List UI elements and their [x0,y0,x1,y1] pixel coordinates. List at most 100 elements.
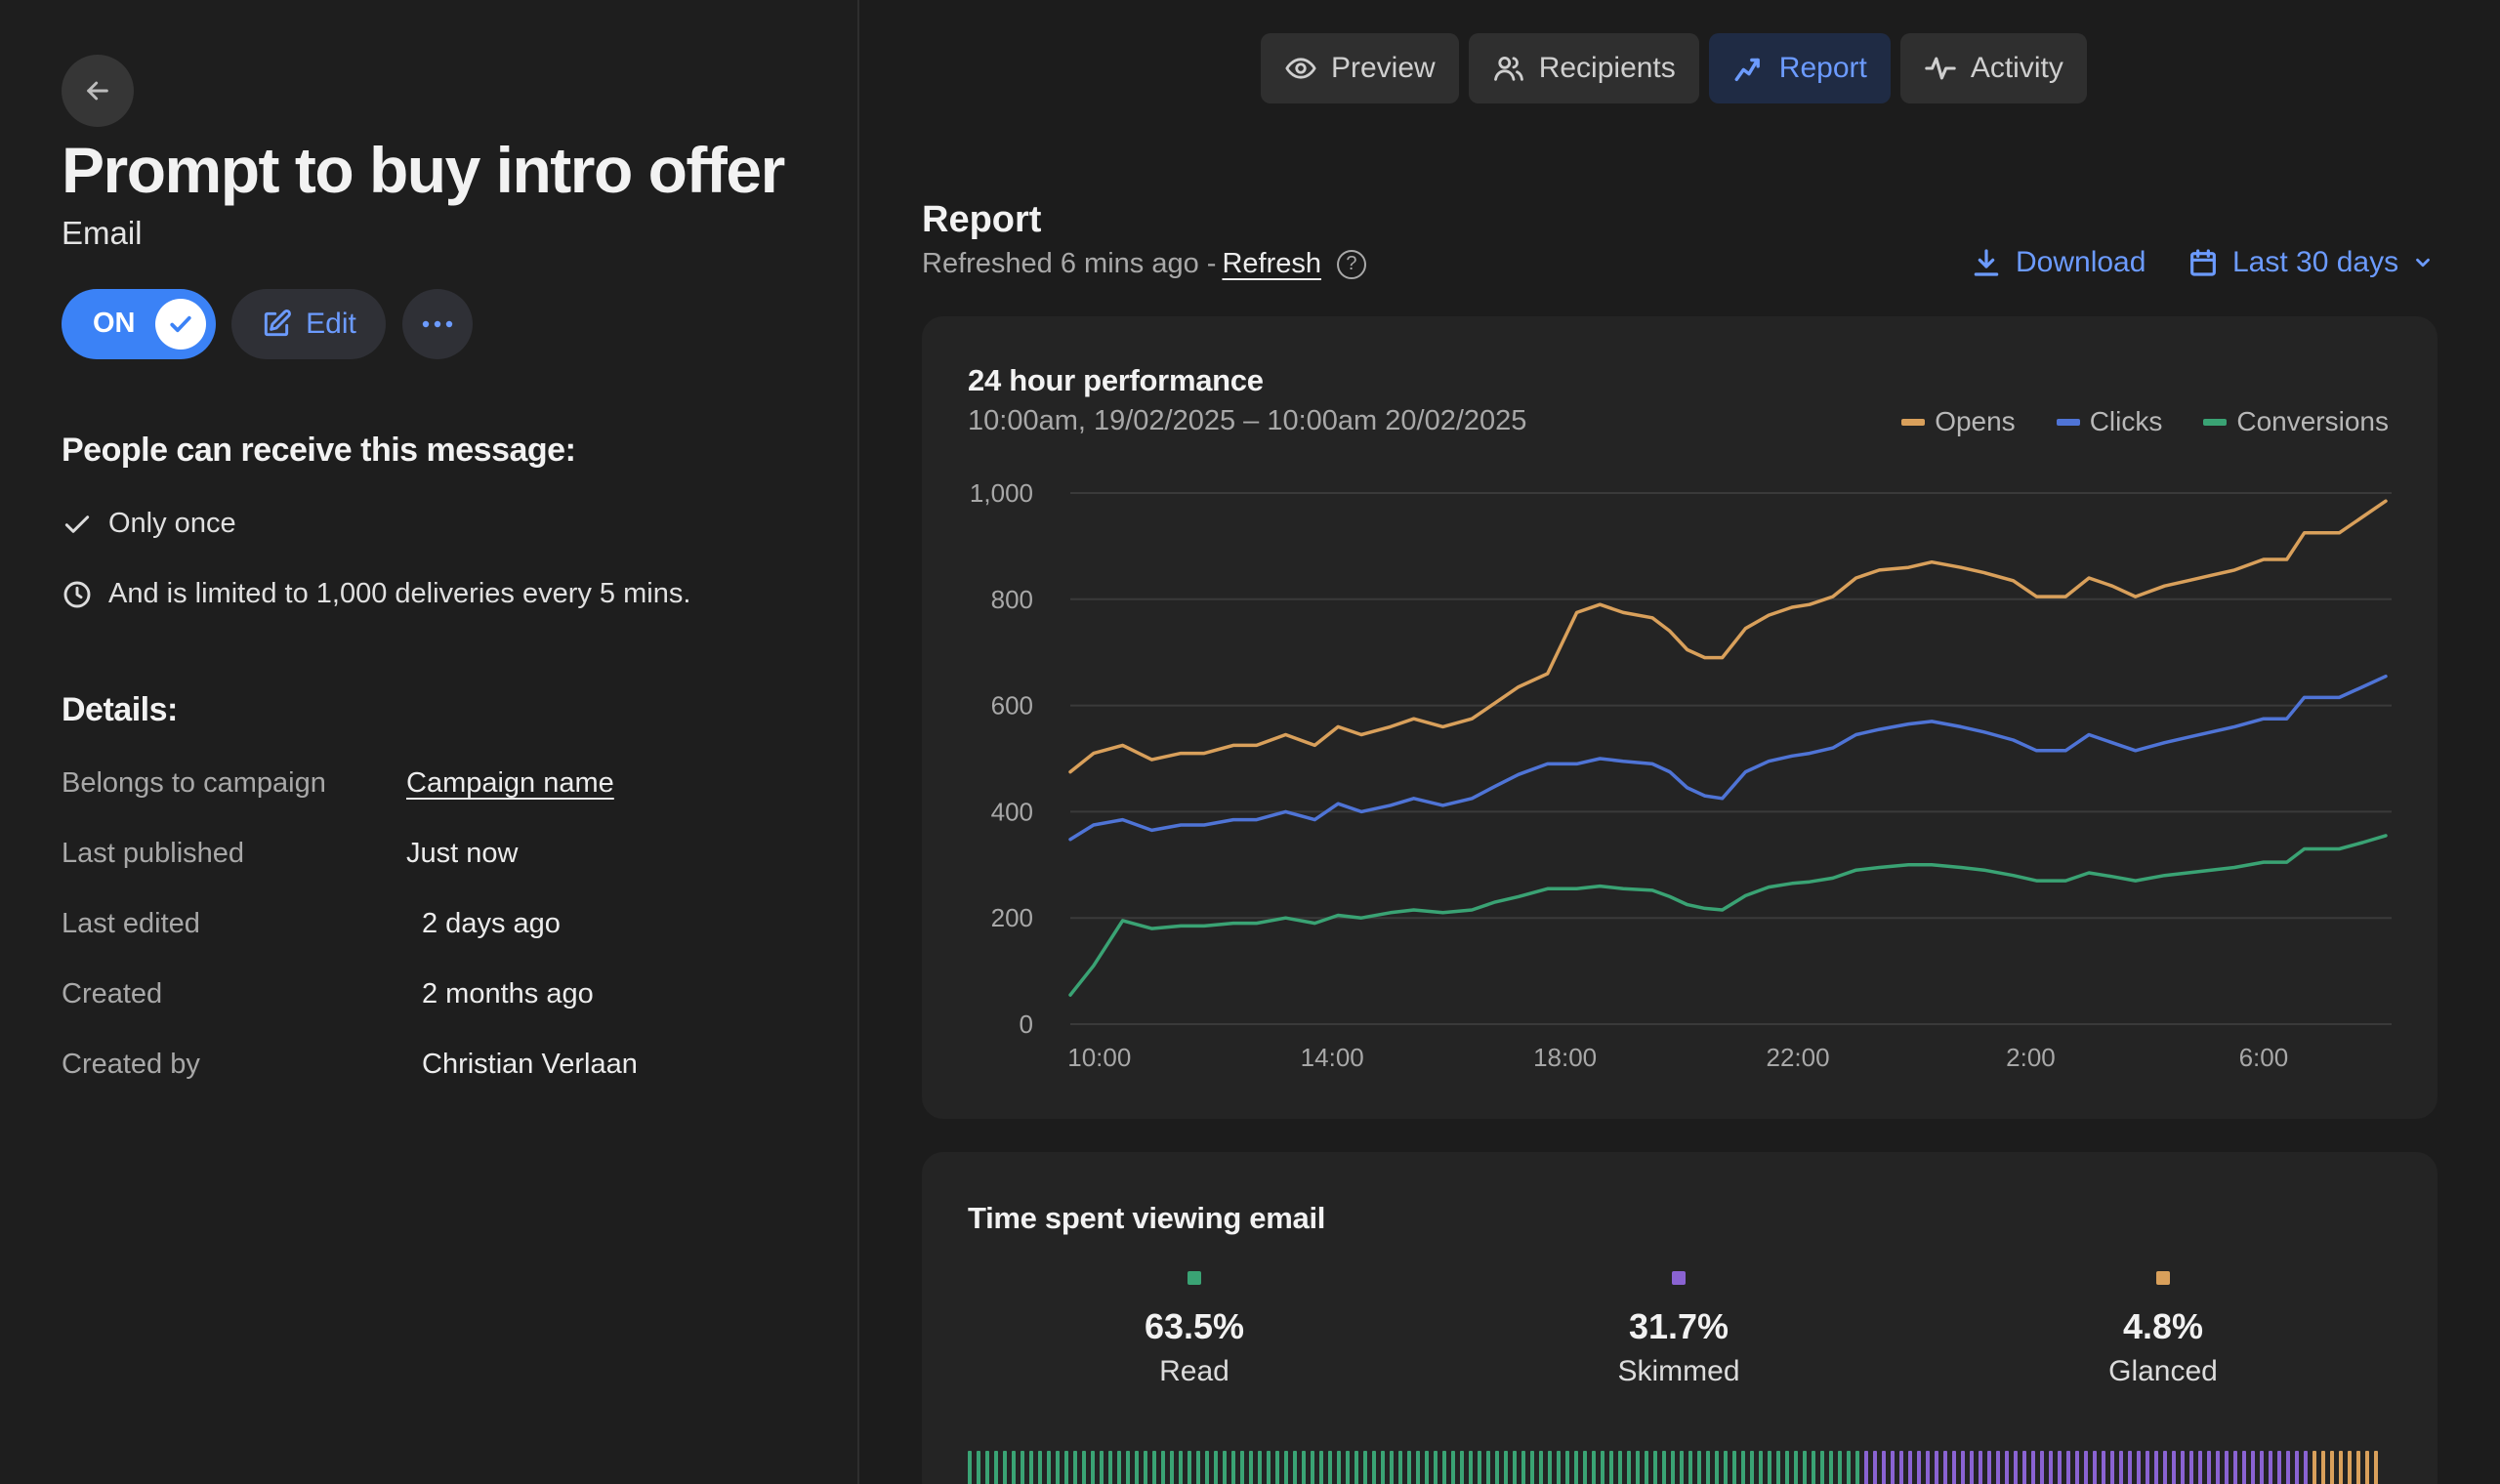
detail-value: 2 days ago [422,908,561,939]
stat-label: Skimmed [1617,1355,1740,1387]
distribution-tick-skimmed [2286,1451,2290,1484]
distribution-tick-skimmed [2110,1451,2114,1484]
distribution-tick-read [1495,1451,1499,1484]
campaign-link[interactable]: Campaign name [406,767,614,799]
x-tick-label: 6:00 [2239,1043,2289,1072]
tab-preview[interactable]: Preview [1261,33,1459,103]
distribution-tick-read [1759,1451,1763,1484]
distribution-tick-skimmed [2225,1451,2229,1484]
calendar-icon [2190,249,2216,276]
arrow-left-icon [87,81,108,101]
x-tick-label: 22:00 [1767,1043,1830,1072]
on-off-toggle[interactable]: ON [62,289,216,359]
distribution-tick-skimmed [1996,1451,2000,1484]
distribution-tick-glanced [2312,1451,2316,1484]
distribution-tick-read [1680,1451,1684,1484]
check-icon [64,515,90,533]
distribution-tick-read [977,1451,980,1484]
distribution-tick-read [1442,1451,1446,1484]
distribution-tick-read [1820,1451,1824,1484]
distribution-tick-read [1188,1451,1191,1484]
distribution-tick-glanced [2348,1451,2352,1484]
x-tick-label: 14:00 [1301,1043,1364,1072]
refresh-link[interactable]: Refresh [1222,248,1321,279]
stat-color-dot [2156,1271,2170,1285]
distribution-tick-read [1785,1451,1789,1484]
distribution-tick-skimmed [1970,1451,1974,1484]
distribution-tick-read [1697,1451,1701,1484]
tab-activity[interactable]: Activity [1899,33,2087,103]
tab-label: Activity [1970,52,2063,84]
distribution-tick-read [1548,1451,1552,1484]
view-tabs: Preview Recipients Report Activity [1261,33,2087,103]
distribution-tick-skimmed [2260,1451,2264,1484]
distribution-tick-skimmed [2128,1451,2132,1484]
stat-label: Read [1159,1355,1229,1387]
tab-recipients[interactable]: Recipients [1468,33,1699,103]
stat-skimmed: 31.7% Skimmed [1552,1271,1806,1388]
distribution-tick-read [1073,1451,1077,1484]
toggle-label: ON [93,308,136,339]
edit-button-label: Edit [306,308,356,340]
time-distribution-bar [968,1451,2386,1484]
time-viewing-title: Time spent viewing email [968,1201,1326,1235]
distribution-tick-read [1618,1451,1622,1484]
distribution-tick-read [1346,1451,1350,1484]
distribution-tick-read [1038,1451,1042,1484]
distribution-tick-skimmed [2066,1451,2070,1484]
distribution-tick-skimmed [2163,1451,2167,1484]
distribution-tick-skimmed [2181,1451,2185,1484]
date-range-select[interactable]: Last 30 days [2188,246,2434,279]
distribution-tick-skimmed [2137,1451,2141,1484]
distribution-tick-skimmed [2075,1451,2079,1484]
distribution-tick-skimmed [2189,1451,2193,1484]
legend-item-conversions[interactable]: Conversions [2203,406,2389,437]
distribution-tick-skimmed [2172,1451,2176,1484]
distribution-tick-read [1056,1451,1060,1484]
distribution-tick-read [1214,1451,1218,1484]
distribution-tick-skimmed [1979,1451,1982,1484]
distribution-tick-read [1478,1451,1481,1484]
distribution-tick-skimmed [2022,1451,2026,1484]
distribution-tick-read [994,1451,998,1484]
stat-label: Glanced [2108,1355,2218,1387]
distribution-tick-read [1337,1451,1341,1484]
distribution-tick-skimmed [2304,1451,2308,1484]
distribution-tick-read [1231,1451,1235,1484]
legend-swatch [2203,418,2228,426]
distribution-tick-read [1504,1451,1508,1484]
download-button[interactable]: Download [1971,246,2146,279]
y-tick-label: 200 [991,903,1033,932]
distribution-tick-read [1135,1451,1139,1484]
distribution-tick-read [968,1451,972,1484]
audience-heading: People can receive this message: [62,432,576,469]
distribution-tick-read [1249,1451,1253,1484]
distribution-tick-read [1082,1451,1086,1484]
distribution-tick-read [1126,1451,1130,1484]
legend-item-clicks[interactable]: Clicks [2056,406,2162,437]
back-button[interactable] [62,55,134,127]
distribution-tick-read [1170,1451,1174,1484]
legend-item-opens[interactable]: Opens [1901,406,2016,437]
stat-read: 63.5% Read [1067,1271,1321,1388]
y-tick-label: 0 [1020,1010,1033,1039]
distribution-tick-read [1021,1451,1024,1484]
distribution-tick-read [1460,1451,1464,1484]
tab-report[interactable]: Report [1708,33,1891,103]
refresh-status: Refreshed 6 mins ago - Refresh ? [922,248,1366,280]
condition-row: And is limited to 1,000 deliveries every… [62,578,690,610]
distribution-tick-read [1267,1451,1271,1484]
tab-label: Recipients [1538,52,1676,84]
edit-button[interactable]: Edit [231,289,386,359]
distribution-tick-read [1258,1451,1262,1484]
chevron-down-icon [2416,258,2430,268]
stat-percent: 31.7% [1628,1306,1729,1346]
more-options-button[interactable] [402,289,473,359]
distribution-tick-read [1003,1451,1007,1484]
help-icon[interactable]: ? [1336,249,1366,279]
distribution-tick-skimmed [2040,1451,2044,1484]
distribution-tick-read [1012,1451,1016,1484]
series-line-conversions [1068,834,2388,997]
stat-glanced: 4.8% Glanced [2036,1271,2290,1388]
distribution-tick-read [1223,1451,1227,1484]
